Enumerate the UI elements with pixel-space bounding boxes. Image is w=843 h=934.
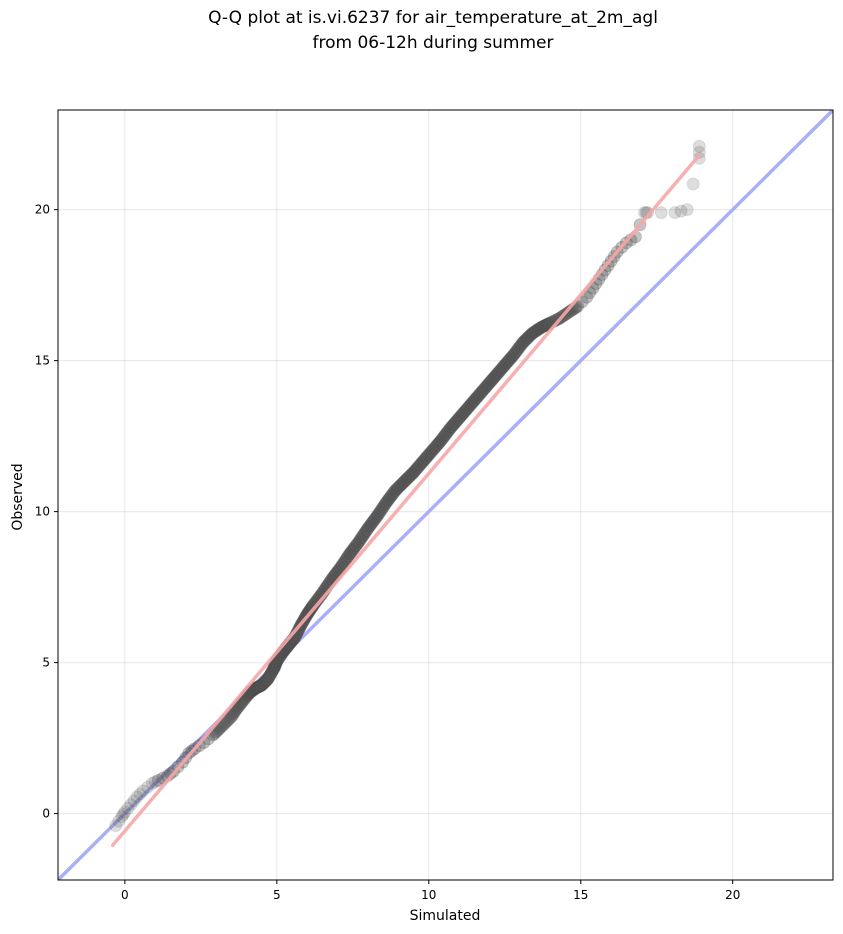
quantile-point <box>692 139 706 153</box>
quantile-point <box>654 206 668 220</box>
quantile-point <box>121 801 135 815</box>
plot-area <box>58 110 833 880</box>
y-tick-label: 10 <box>35 505 50 519</box>
y-axis-ticks: 0 5 10 15 20 <box>35 203 58 821</box>
quantile-point <box>220 714 234 728</box>
quantile-point <box>228 704 242 718</box>
y-axis-label: Observed <box>10 463 26 530</box>
y-tick-label: 20 <box>35 203 50 217</box>
plot-frame <box>57 109 834 881</box>
quantile-point <box>127 794 141 808</box>
quantile-point <box>218 716 232 730</box>
fit-line <box>110 153 702 848</box>
x-tick-label: 20 <box>725 888 740 902</box>
y-tick-label: 0 <box>42 807 50 821</box>
x-tick-label: 10 <box>421 888 436 902</box>
quantile-point <box>674 204 688 218</box>
quantile-point <box>145 776 159 790</box>
x-tick-label: 5 <box>273 888 281 902</box>
quantile-point <box>109 819 123 833</box>
quantile-point <box>692 145 706 159</box>
quantile-point <box>224 710 238 724</box>
quantile-point <box>115 810 129 824</box>
quantile-point <box>118 805 132 819</box>
grid-lines <box>58 110 833 880</box>
quantile-point <box>136 784 150 798</box>
quantile-point <box>225 708 239 722</box>
quantile-point <box>680 203 694 217</box>
chart-title-line2: from 06-12h during summer <box>313 33 554 53</box>
y-tick-label: 5 <box>42 656 50 670</box>
quantile-point <box>686 177 700 191</box>
one-to-one-line <box>58 110 833 880</box>
quantile-point <box>141 780 155 794</box>
quantile-point <box>668 206 682 220</box>
quantile-point <box>562 305 576 319</box>
quantile-point <box>221 713 235 727</box>
x-tick-label: 15 <box>573 888 588 902</box>
quantile-point <box>148 775 162 789</box>
quantile-points <box>109 139 706 833</box>
quantile-point <box>112 814 126 828</box>
quantile-point <box>226 707 240 721</box>
quantile-point <box>223 711 237 725</box>
y-tick-label: 15 <box>35 354 50 368</box>
quantile-point <box>133 787 147 801</box>
x-axis-ticks: 0 5 10 15 20 <box>121 880 740 902</box>
chart-title-line1: Q-Q plot at is.vi.6237 for air_temperatu… <box>208 8 658 28</box>
x-tick-label: 0 <box>121 888 129 902</box>
x-axis-label: Simulated <box>410 908 481 924</box>
quantile-point <box>151 773 165 787</box>
quantile-point <box>116 807 130 821</box>
quantile-point <box>227 705 241 719</box>
quantile-point <box>130 790 144 804</box>
quantile-point <box>124 798 138 812</box>
